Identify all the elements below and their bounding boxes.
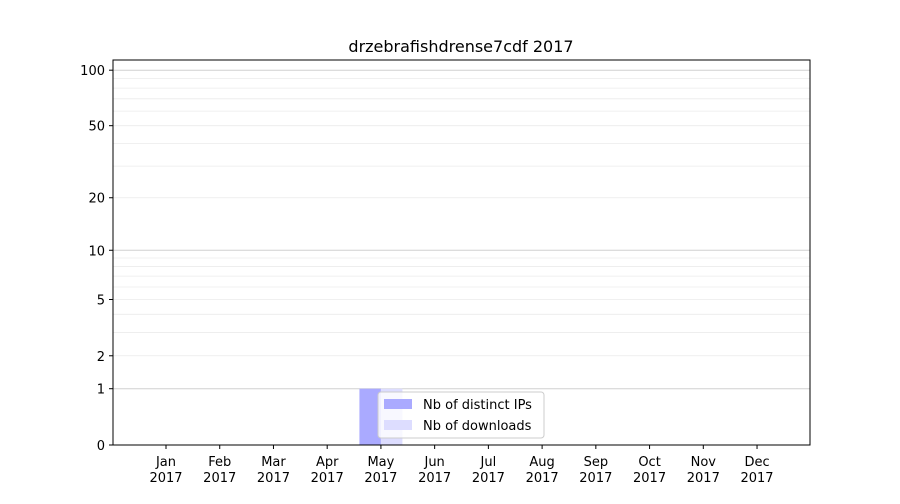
gridlines xyxy=(113,69,810,390)
x-tick-year-label: 2017 xyxy=(203,471,236,486)
x-tick-year-label: 2017 xyxy=(257,471,290,486)
plot-frame xyxy=(112,59,811,446)
x-tick-label: Feb xyxy=(208,455,231,470)
y-tick-label: 10 xyxy=(88,244,105,259)
x-tick-year-label: 2017 xyxy=(579,471,612,486)
y-tick-label: 20 xyxy=(88,192,105,207)
x-axis: Jan2017Feb2017Mar2017Apr2017May2017Jun20… xyxy=(149,445,774,486)
legend: Nb of distinct IPs Nb of downloads xyxy=(377,391,545,439)
x-tick-label: Jun xyxy=(423,455,444,470)
x-tick-year-label: 2017 xyxy=(418,471,451,486)
x-tick-label: Nov xyxy=(691,455,717,470)
legend-label-distinct-ips: Nb of distinct IPs xyxy=(423,398,532,413)
x-tick-year-label: 2017 xyxy=(311,471,344,486)
x-tick-label: Aug xyxy=(529,455,554,470)
legend-swatch-distinct-ips xyxy=(384,399,412,409)
y-axis: 0 1 2 5 10 20 50 100 xyxy=(80,64,113,454)
y-tick-label: 1 xyxy=(97,383,105,398)
y-tick-label: 0 xyxy=(97,439,105,454)
legend-swatch-downloads xyxy=(384,420,412,430)
y-tick-label: 50 xyxy=(88,120,105,135)
x-tick-label: Apr xyxy=(316,455,339,470)
y-tick-label: 5 xyxy=(97,293,105,308)
x-tick-label: May xyxy=(367,455,394,470)
chart-title: drzebrafishdrense7cdf 2017 xyxy=(348,37,573,56)
x-tick-label: Sep xyxy=(584,455,609,470)
bar-distinct-ips xyxy=(359,388,381,445)
x-tick-year-label: 2017 xyxy=(526,471,559,486)
x-tick-label: Jul xyxy=(480,455,497,470)
x-tick-year-label: 2017 xyxy=(472,471,505,486)
y-tick-label: 2 xyxy=(97,350,105,365)
x-tick-label: Mar xyxy=(261,455,286,470)
x-tick-year-label: 2017 xyxy=(149,471,182,486)
x-tick-label: Oct xyxy=(638,455,660,470)
x-tick-year-label: 2017 xyxy=(687,471,720,486)
legend-label-downloads: Nb of downloads xyxy=(423,419,532,434)
x-tick-label: Dec xyxy=(744,455,769,470)
x-tick-year-label: 2017 xyxy=(364,471,397,486)
y-tick-label: 100 xyxy=(80,64,105,79)
x-tick-label: Jan xyxy=(155,455,176,470)
x-tick-year-label: 2017 xyxy=(633,471,666,486)
x-tick-year-label: 2017 xyxy=(740,471,773,486)
